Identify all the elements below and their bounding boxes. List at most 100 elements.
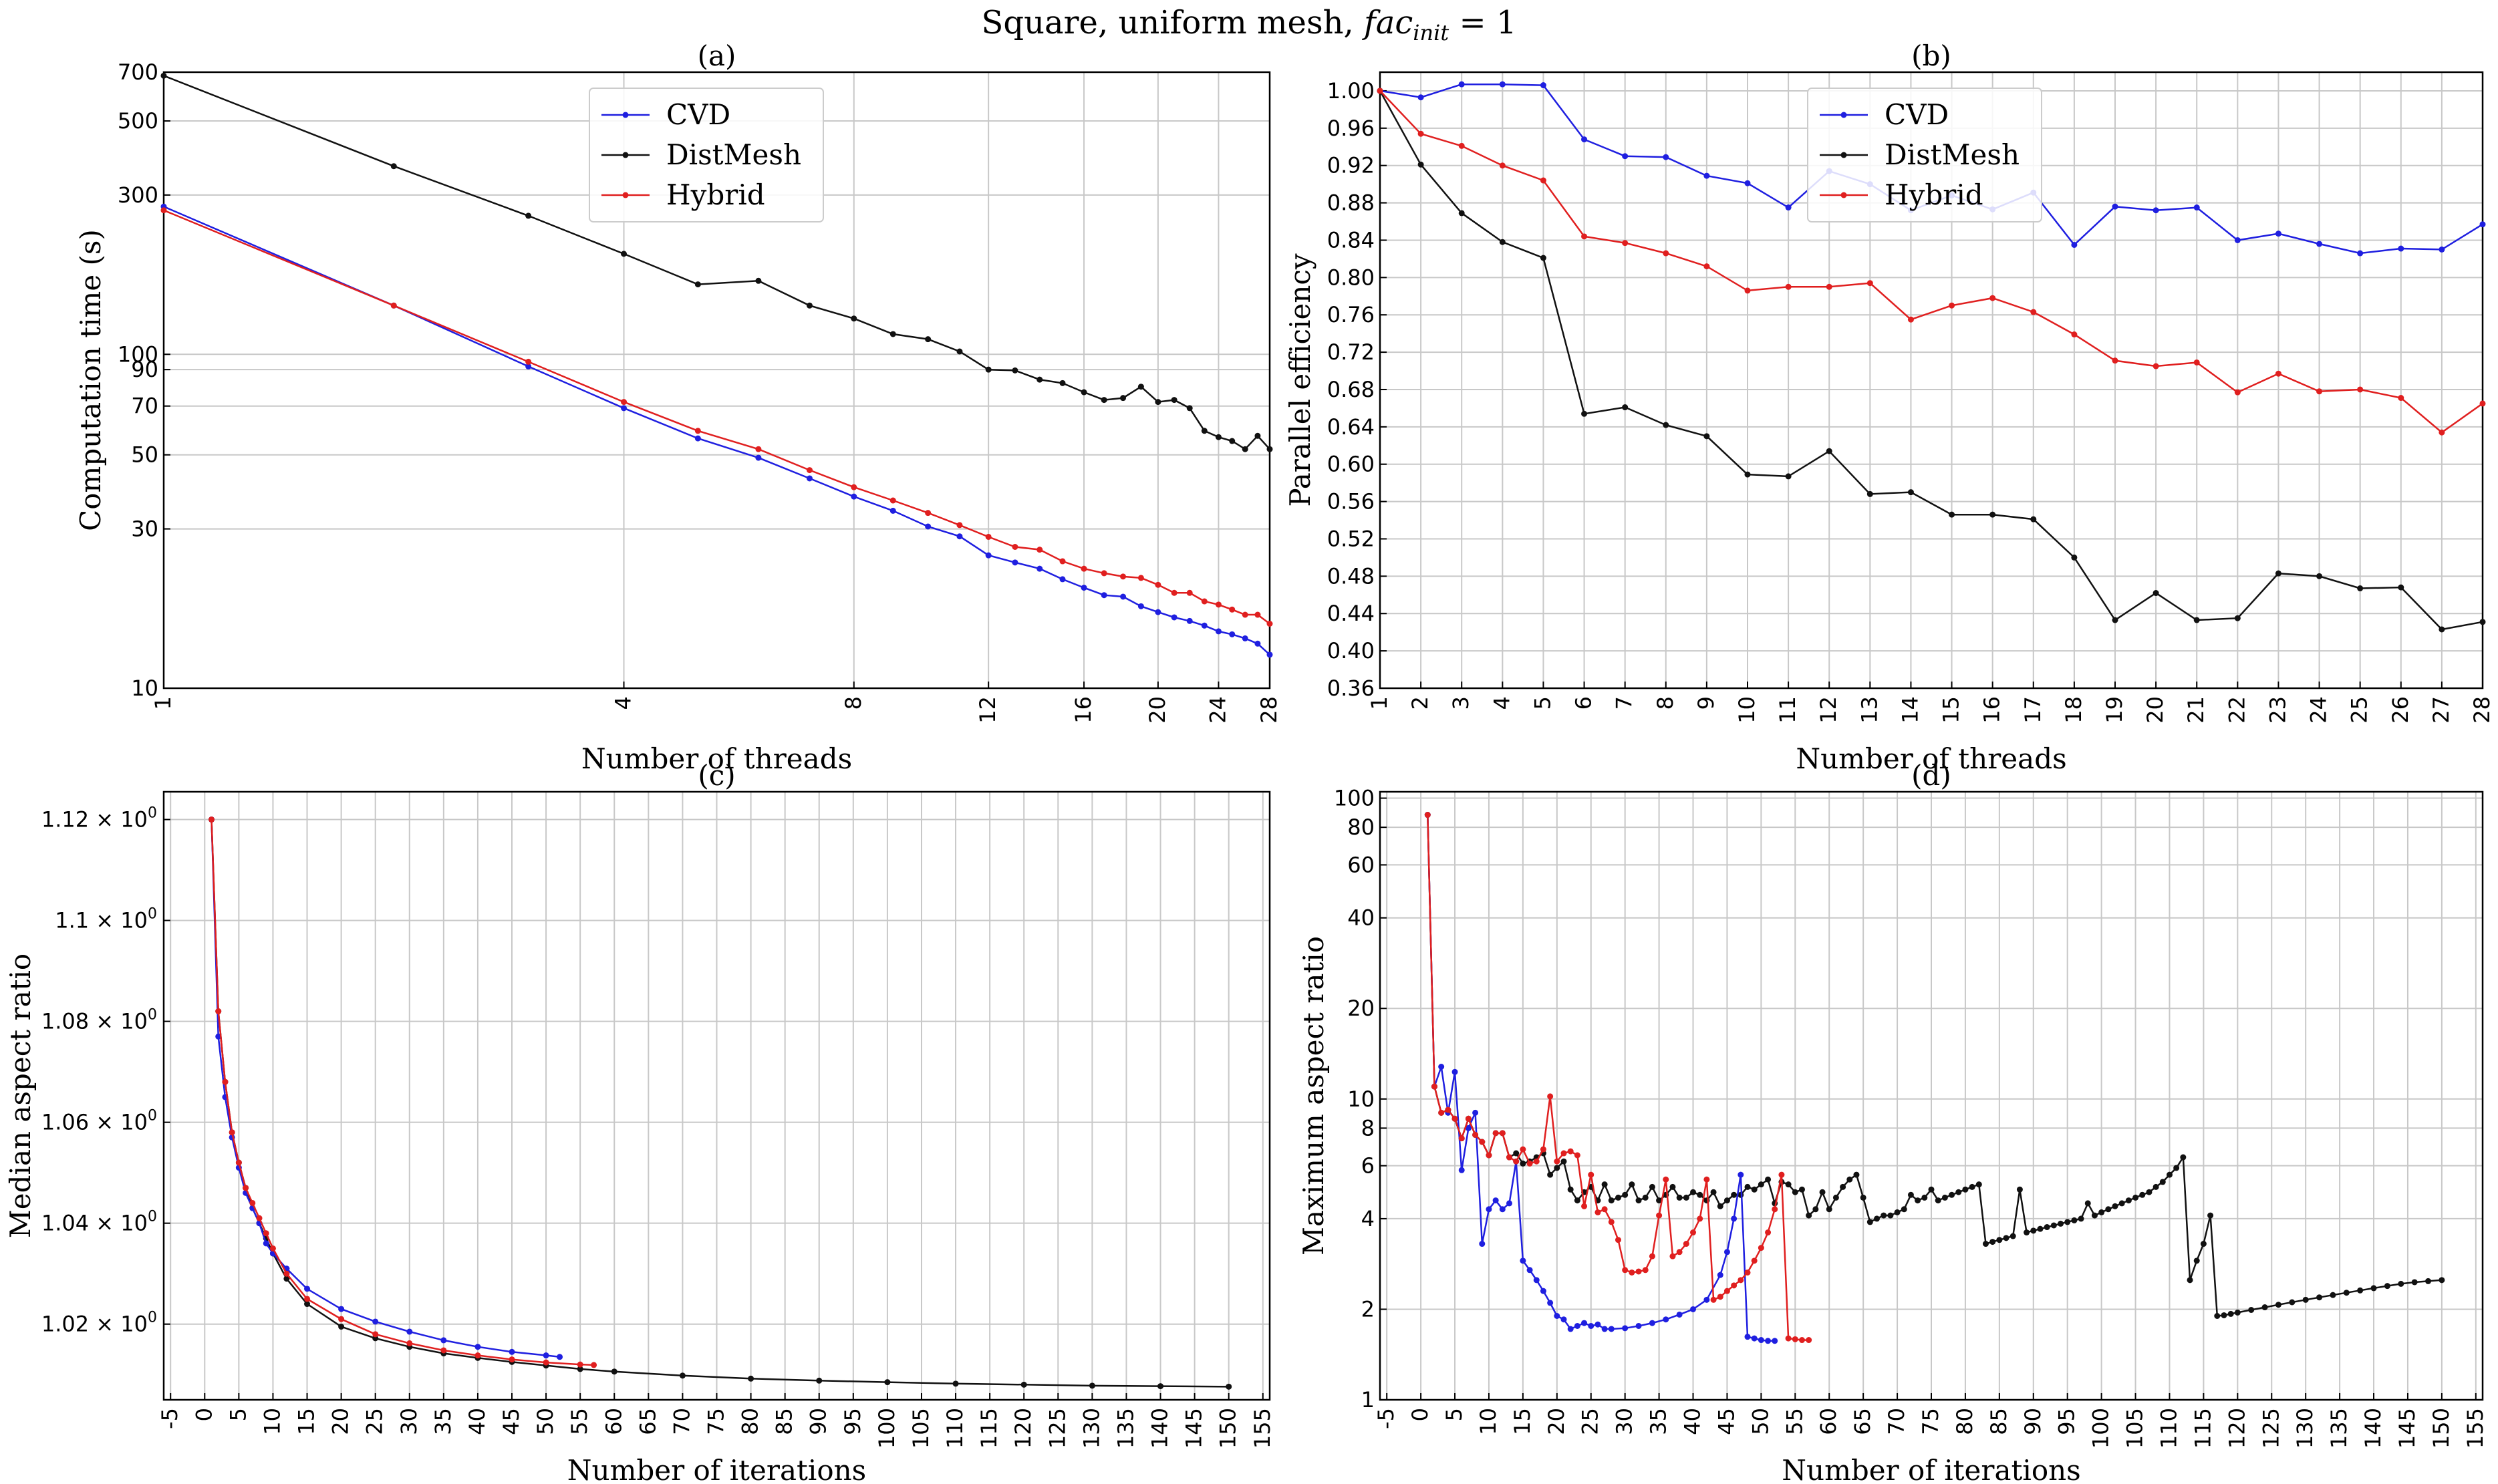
data-point-cvd [1242,635,1248,641]
x-tick-label: 150 [1216,1408,1241,1449]
data-point-cvd [2153,207,2159,214]
data-point-cvd [1201,622,1208,629]
data-point-distmesh [2153,1183,2159,1190]
data-point-cvd [1229,631,1236,637]
x-tick-label: 70 [669,1408,694,1435]
x-tick-label: 65 [635,1408,660,1435]
x-tick-label: 60 [601,1408,626,1435]
data-point-cvd [263,1240,269,1247]
x-tick-label: 50 [1748,1408,1773,1435]
x-tick-label: 95 [2054,1408,2080,1435]
y-tick-label: 0.36 [1327,676,1375,701]
data-point-hybrid [1266,620,1273,627]
y-tick-label: 1.04 × 100 [41,1209,157,1236]
data-point-cvd [509,1348,515,1355]
data-point-hybrid [2153,363,2159,369]
data-point-hybrid [2030,309,2037,315]
x-tick-label: 55 [567,1408,592,1435]
x-tick-label: 70 [1884,1408,1909,1435]
x-axis-label: Number of threads [581,742,852,775]
data-point-cvd [1785,204,1792,211]
data-point-cvd [1731,1215,1738,1222]
panel-b: (b)1 2 3 4 5 6 7 8 9 10 11 12 13 14 15 16 17 18 19 20 21 22 23… [1284,39,2495,775]
x-tick-label: 145 [1182,1408,1207,1449]
data-point-cvd [1723,1249,1730,1255]
data-point-distmesh [1186,405,1193,412]
data-point-hybrid [2275,370,2281,377]
x-tick-label: 1 [1367,696,1392,710]
data-point-hybrid [1201,598,1208,605]
x-tick-label: 20 [1544,1408,1569,1435]
data-point-hybrid [985,533,992,540]
data-point-distmesh [925,336,932,343]
data-point-cvd [1526,1267,1533,1274]
y-tick-label: 1.12 × 100 [41,805,157,833]
data-point-hybrid [474,1352,481,1359]
data-point-distmesh [1020,1381,1027,1388]
data-point-hybrid [591,1362,597,1368]
data-point-distmesh [1676,1194,1683,1201]
data-point-distmesh [2187,1277,2193,1284]
x-axis-label: Number of threads [1796,742,2066,775]
data-point-hybrid [1377,88,1383,94]
x-tick-label: 9 [1693,696,1719,710]
data-point-hybrid [406,1340,413,1346]
y-tick-label: 100 [118,341,158,367]
figure-suptitle: Square, uniform mesh, facinit = 1 [981,4,1516,45]
data-point-hybrid [1778,1171,1785,1178]
y-tick-label: 4 [1361,1206,1375,1231]
data-point-cvd [2357,250,2364,257]
legend-marker-distmesh [622,152,629,158]
data-point-hybrid [263,1230,269,1237]
y-tick-label: 1 [1361,1387,1375,1413]
x-tick-label: 140 [2360,1408,2386,1449]
data-point-hybrid [1989,295,1996,301]
data-point-hybrid [1472,1131,1479,1138]
data-point-hybrid [525,358,532,365]
data-point-distmesh [2193,1257,2200,1264]
data-point-hybrid [1540,1146,1546,1153]
y-tick-label: 0.72 [1327,339,1375,365]
data-point-distmesh [1860,1194,1866,1201]
x-tick-label: 12 [1816,696,1841,724]
data-point-cvd [1703,172,1710,179]
data-point-distmesh [1171,397,1177,404]
x-tick-label: -5 [1373,1408,1399,1429]
data-point-cvd [1567,1326,1574,1332]
data-point-hybrid [1622,1267,1629,1274]
data-point-distmesh [1744,1183,1751,1190]
x-tick-label: 2 [1407,696,1433,710]
data-point-distmesh [1703,433,1710,440]
data-point-distmesh [1581,410,1588,417]
data-point-cvd [2071,241,2078,248]
y-tick-label: 30 [131,516,158,542]
data-point-distmesh [2016,1186,2023,1193]
y-axis-label: Computation time (s) [74,229,107,531]
data-point-hybrid [1826,283,1832,290]
data-point-cvd [1417,94,1424,101]
data-point-distmesh [1554,1165,1560,1171]
data-point-cvd [1649,1320,1655,1326]
data-point-cvd [406,1328,413,1335]
x-tick-label: 110 [2156,1408,2181,1449]
data-point-cvd [889,507,896,514]
data-point-distmesh [1608,1197,1615,1204]
data-point-hybrid [1242,611,1248,618]
data-point-hybrid [694,428,701,434]
data-point-cvd [2479,221,2486,228]
plot-frame [1379,71,2484,690]
x-tick-label: 105 [2122,1408,2148,1449]
data-point-hybrid [577,1361,583,1368]
data-point-distmesh [1840,1183,1846,1190]
x-tick-label: 27 [2428,696,2454,724]
data-point-distmesh [1989,1239,1996,1245]
x-tick-label: 7 [1612,696,1637,710]
x-tick-label: 14 [1897,696,1923,724]
data-point-hybrid [235,1159,242,1166]
data-point-distmesh [1520,1160,1526,1167]
x-tick-label: 145 [2394,1408,2420,1449]
data-point-distmesh [1949,511,1955,518]
data-point-distmesh [1499,239,1506,245]
data-point-distmesh [1921,1194,1928,1201]
